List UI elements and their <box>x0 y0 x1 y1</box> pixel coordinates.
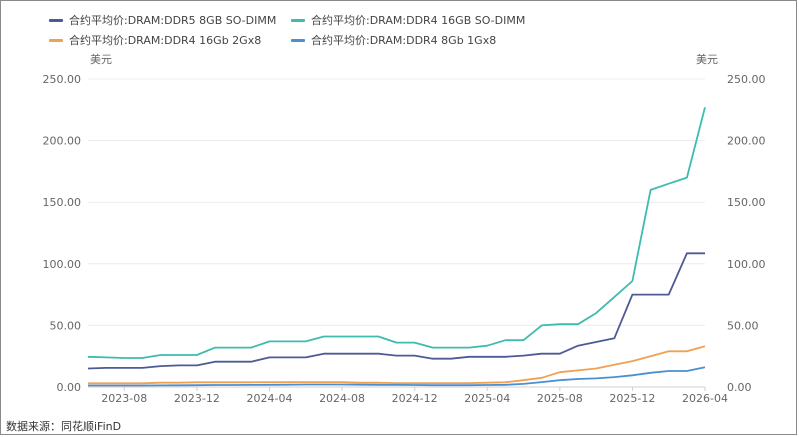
y-tick-label-right: 100.00 <box>727 258 766 271</box>
left-axis-unit: 美元 <box>90 53 112 66</box>
y-axis-right: 0.00 50.00 100.00 150.00 200.00 250.00 <box>727 73 766 394</box>
legend-label: 合约平均价:DRAM:DDR5 8GB SO-DIMM <box>69 13 276 27</box>
x-tick-label: 2025-04 <box>464 392 510 405</box>
y-tick-label-left: 50.00 <box>50 319 82 332</box>
y-tick-label-right: 0.00 <box>727 381 752 394</box>
legend-label: 合约平均价:DRAM:DDR4 8Gb 1Gx8 <box>311 33 496 47</box>
legend-swatch <box>291 39 305 42</box>
y-axis-left: 0.00 50.00 100.00 150.00 200.00 250.00 <box>43 73 82 394</box>
right-axis-unit: 美元 <box>696 53 718 66</box>
x-tick-label: 2024-04 <box>246 392 292 405</box>
gridlines <box>88 78 705 388</box>
series-line-4 <box>88 366 706 387</box>
series-line-3 <box>88 345 706 385</box>
legend-label: 合约平均价:DRAM:DDR4 16GB SO-DIMM <box>311 13 525 27</box>
legend-swatch <box>49 19 63 22</box>
y-tick-label-left: 100.00 <box>43 258 82 271</box>
y-tick-label-left: 0.00 <box>57 381 82 394</box>
y-tick-label-right: 250.00 <box>727 73 766 86</box>
y-tick-label-left: 250.00 <box>43 73 82 86</box>
series-line-1 <box>87 252 705 370</box>
legend-swatch <box>291 19 305 22</box>
x-tick-label: 2023-12 <box>174 392 220 405</box>
x-tick-label: 2025-12 <box>609 392 655 405</box>
series-line-2 <box>87 107 706 359</box>
legend-swatch <box>49 39 63 42</box>
series-lines <box>87 107 706 387</box>
legend: 合约平均价:DRAM:DDR5 8GB SO-DIMM 合约平均价:DRAM:DD… <box>49 13 525 47</box>
y-tick-label-left: 200.00 <box>43 135 82 148</box>
x-tick-label: 2024-12 <box>392 392 438 405</box>
x-tick-label: 2025-08 <box>537 392 583 405</box>
y-tick-label-right: 50.00 <box>727 319 759 332</box>
source-note: 数据来源：同花顺iFinD <box>6 420 122 433</box>
legend-label: 合约平均价:DRAM:DDR4 16Gb 2Gx8 <box>69 33 261 47</box>
y-tick-label-right: 150.00 <box>727 196 766 209</box>
y-tick-label-right: 200.00 <box>727 135 766 148</box>
x-tick-label: 2026-04 <box>682 392 728 405</box>
y-tick-label-left: 150.00 <box>43 196 82 209</box>
x-axis: 2023-08 2023-12 2024-04 2024-08 2024-12 2025-… <box>101 387 728 405</box>
x-tick-label: 2023-08 <box>101 392 147 405</box>
x-tick-label: 2024-08 <box>319 392 365 405</box>
